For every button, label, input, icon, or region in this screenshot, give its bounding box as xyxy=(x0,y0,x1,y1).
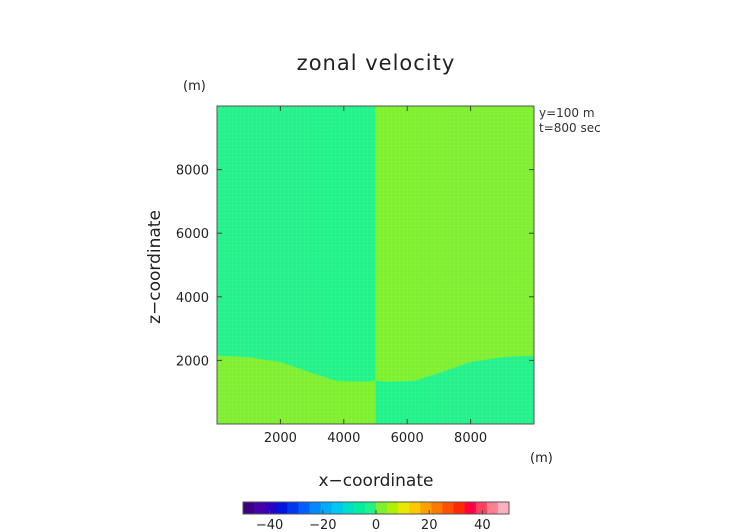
annotation-t: t=800 sec xyxy=(539,121,601,135)
x-unit-label: (m) xyxy=(530,451,553,466)
colorbar-segment xyxy=(320,502,332,514)
colorbar-segment xyxy=(453,502,465,514)
colorbar-tick-label: −20 xyxy=(309,518,336,532)
colorbar-segment xyxy=(276,502,288,514)
colorbar-segment xyxy=(309,502,321,514)
colorbar-tick-label: 40 xyxy=(474,518,491,532)
y-tick-label: 2000 xyxy=(176,354,209,369)
colorbar-segment xyxy=(265,502,277,514)
colorbar-segment xyxy=(398,502,410,514)
x-tick-label: 4000 xyxy=(327,431,360,446)
plot-area xyxy=(217,106,534,424)
colorbar-segment xyxy=(431,502,443,514)
colorbar-segment xyxy=(342,502,355,514)
colorbar-segment xyxy=(464,502,477,514)
colorbar-segment xyxy=(298,502,310,514)
colorbar-segment xyxy=(364,502,377,514)
y-tick-label: 6000 xyxy=(176,227,209,242)
colorbar-segment xyxy=(353,502,366,514)
x-tick-label: 8000 xyxy=(454,431,487,446)
colorbar-segment xyxy=(243,502,255,514)
colorbar-segment xyxy=(331,502,344,514)
colorbar-ticks: −40 −20 0 20 40 xyxy=(256,510,491,532)
colorbar-segment xyxy=(387,502,399,514)
y-tick-label: 8000 xyxy=(176,164,209,179)
colorbar xyxy=(242,501,510,515)
axis-ticks: 2000 4000 6000 8000 2000 4000 6000 8000 xyxy=(176,106,534,446)
colorbar-segment xyxy=(486,502,499,514)
y-axis-label: z−coordinate xyxy=(145,210,165,324)
x-axis-label: x−coordinate xyxy=(319,471,434,491)
plot-frame xyxy=(216,105,535,425)
region-lower-left xyxy=(217,355,376,424)
colorbar-tick-label: 0 xyxy=(372,518,380,532)
x-tick-label: 2000 xyxy=(264,431,297,446)
annotation-y: y=100 m xyxy=(539,106,595,120)
colorbar-segment xyxy=(420,502,432,514)
colorbar-segment xyxy=(442,502,454,514)
colorbar-segment xyxy=(254,502,266,514)
y-tick-label: 4000 xyxy=(176,291,209,306)
colorbar-segment xyxy=(475,502,488,514)
chart-title: zonal velocity xyxy=(297,51,456,75)
region-lower-right xyxy=(375,355,534,424)
colorbar-tick-label: 20 xyxy=(421,518,438,532)
colorbar-segment xyxy=(376,502,388,514)
colorbar-segment xyxy=(409,502,421,514)
colorbar-tick-label: −40 xyxy=(256,518,283,532)
colorbar-segment xyxy=(287,502,299,514)
y-unit-label: (m) xyxy=(183,79,206,94)
x-tick-label: 6000 xyxy=(391,431,424,446)
colorbar-segment xyxy=(497,502,510,514)
